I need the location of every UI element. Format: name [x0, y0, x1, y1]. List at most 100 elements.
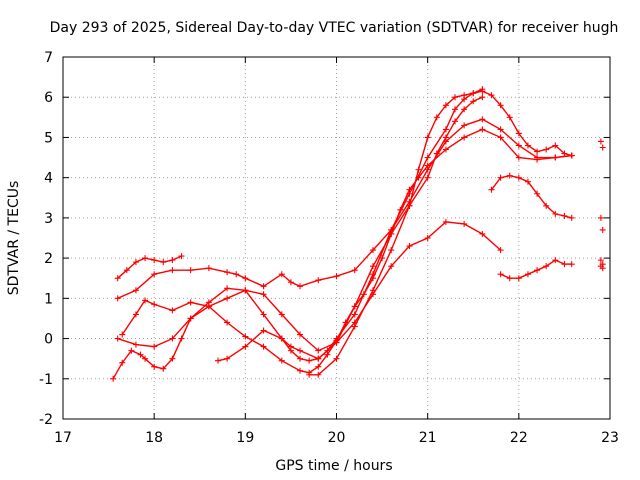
- data-point: [461, 106, 468, 113]
- data-point: [452, 118, 459, 125]
- data-point: [470, 98, 477, 105]
- data-point: [278, 271, 285, 278]
- data-point: [137, 351, 144, 358]
- data-point: [151, 271, 158, 278]
- data-point: [534, 148, 541, 155]
- data-point: [406, 202, 413, 209]
- y-tick-label: 2: [44, 251, 53, 267]
- data-point: [260, 343, 267, 350]
- data-point: [278, 311, 285, 318]
- data-point: [452, 106, 459, 113]
- data-point: [442, 102, 449, 109]
- data-point: [351, 303, 358, 310]
- data-point: [597, 214, 604, 221]
- data-point: [442, 134, 449, 141]
- data-point: [351, 311, 358, 318]
- data-point: [278, 357, 285, 364]
- series-arc-9: [497, 257, 575, 282]
- y-tick-label: -2: [39, 412, 53, 428]
- data-point: [388, 247, 395, 254]
- data-point: [479, 126, 486, 133]
- data-point: [132, 341, 139, 348]
- data-point: [597, 257, 604, 264]
- data-point: [242, 287, 249, 294]
- y-tick-label: 3: [44, 211, 53, 227]
- data-point: [424, 235, 431, 241]
- data-point: [424, 154, 431, 161]
- y-tick-label: 1: [44, 291, 53, 307]
- data-point: [442, 146, 449, 153]
- data-point: [214, 357, 221, 364]
- data-point: [433, 114, 440, 121]
- data-point: [315, 355, 322, 362]
- data-point: [287, 279, 294, 286]
- data-point: [351, 323, 358, 330]
- data-point: [461, 92, 468, 99]
- data-point: [369, 263, 376, 270]
- data-point: [461, 134, 468, 141]
- data-point: [160, 365, 167, 372]
- data-point: [169, 335, 176, 342]
- data-point: [534, 190, 541, 197]
- data-point: [497, 134, 504, 141]
- data-point: [506, 172, 513, 179]
- data-point: [114, 295, 121, 302]
- data-point: [479, 230, 486, 237]
- data-point: [515, 275, 522, 282]
- data-point: [287, 343, 294, 350]
- series-line: [500, 259, 572, 279]
- y-tick-label: 6: [44, 90, 53, 106]
- chart-title: Day 293 of 2025, Sidereal Day-to-day VTE…: [50, 20, 619, 36]
- series-arc-7: [306, 86, 486, 378]
- data-point: [497, 174, 504, 181]
- series-line: [217, 96, 483, 362]
- data-point: [524, 178, 531, 185]
- x-axis-label: GPS time / hours: [275, 458, 392, 474]
- x-tick-label: 20: [328, 430, 346, 446]
- data-point: [351, 267, 358, 274]
- data-point: [488, 186, 495, 193]
- data-point: [534, 267, 541, 274]
- data-point: [561, 261, 568, 268]
- data-point: [110, 375, 117, 382]
- data-point: [233, 271, 240, 278]
- series-line: [490, 174, 572, 219]
- data-point: [333, 339, 340, 346]
- data-point: [151, 257, 158, 264]
- data-point: [278, 335, 285, 342]
- x-tick-label: 22: [510, 430, 528, 446]
- data-point: [599, 226, 606, 233]
- series-arc-5: [110, 88, 575, 382]
- data-point: [260, 291, 267, 298]
- data-point: [205, 265, 212, 272]
- data-point: [506, 114, 513, 121]
- data-point: [333, 273, 340, 280]
- data-point: [132, 287, 139, 294]
- y-tick-label: 5: [44, 130, 53, 146]
- data-point: [169, 307, 176, 314]
- data-point: [470, 90, 477, 97]
- x-tick-label: 18: [145, 430, 163, 446]
- data-point: [433, 150, 440, 157]
- data-point: [406, 243, 413, 250]
- data-point: [187, 299, 194, 306]
- data-point: [515, 174, 522, 181]
- data-point: [406, 190, 413, 197]
- data-point: [452, 94, 459, 101]
- data-point: [599, 261, 606, 268]
- series-line: [121, 128, 572, 374]
- data-point: [524, 271, 531, 278]
- data-point: [132, 311, 139, 318]
- data-point: [128, 347, 135, 354]
- data-point: [187, 267, 194, 274]
- data-point: [205, 299, 212, 306]
- data-point: [260, 283, 267, 290]
- series-line: [117, 118, 572, 299]
- y-tick-label: -1: [39, 372, 53, 388]
- data-point: [315, 277, 322, 284]
- data-point: [224, 285, 231, 292]
- data-point: [543, 263, 550, 270]
- series-layer: [110, 86, 606, 382]
- data-point: [142, 255, 149, 262]
- data-point: [552, 154, 559, 161]
